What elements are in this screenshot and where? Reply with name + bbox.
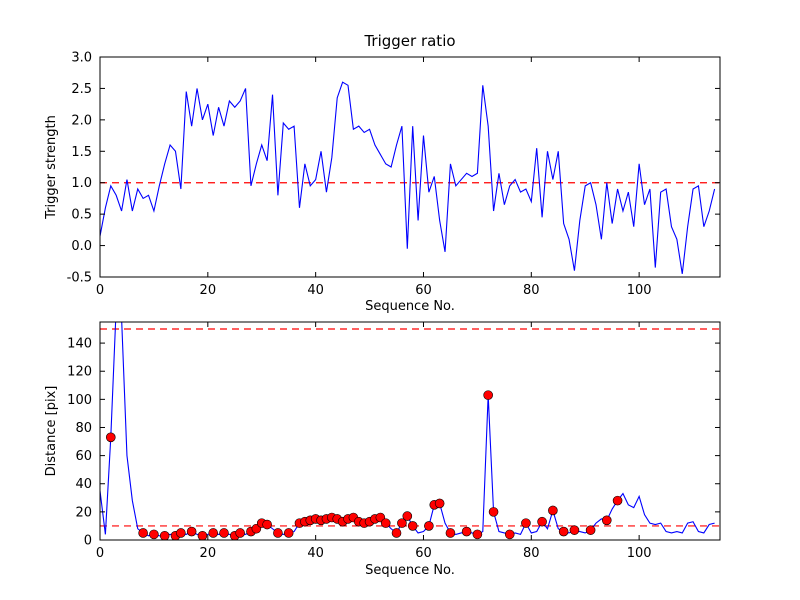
data-point-marker: [219, 528, 229, 538]
y-tick-label: 0: [84, 534, 92, 549]
y-tick-label: -0.5: [67, 271, 92, 286]
y-tick-label: 60: [75, 449, 92, 464]
data-point-marker: [461, 526, 472, 537]
data-point-marker: [504, 529, 515, 540]
data-point-marker: [402, 511, 413, 521]
data-point-marker: [585, 525, 596, 535]
y-tick-label: 2.5: [71, 82, 92, 97]
data-point-marker: [434, 498, 445, 509]
trigger-strength-line: [100, 81, 716, 274]
x-tick-label: 40: [307, 546, 324, 561]
x-tick-label: 40: [307, 283, 324, 298]
data-point-marker: [548, 505, 558, 516]
y-tick-label: 2.0: [71, 113, 92, 128]
x-tick-label: 100: [627, 546, 652, 561]
bottom-plot: 0 20 40 60 80 100 0 20 40 60 80 100 120 140: [67, 321, 721, 561]
data-point-marker: [472, 529, 483, 540]
data-point-marker: [537, 516, 547, 527]
data-point-marker: [149, 529, 159, 540]
data-point-marker: [283, 528, 294, 538]
x-tick-label: 60: [415, 283, 432, 298]
y-tick-label: 0.0: [71, 239, 92, 254]
data-point-marker: [159, 530, 170, 540]
data-point-marker: [186, 526, 197, 537]
data-point-marker: [397, 518, 407, 528]
data-point-marker: [197, 530, 208, 540]
y-tick-label: 1.0: [71, 176, 92, 191]
data-point-marker: [380, 518, 391, 528]
y-tick-label: 0.5: [71, 208, 92, 223]
data-point-marker: [569, 525, 580, 535]
data-point-marker: [488, 507, 499, 517]
data-point-marker: [558, 526, 569, 537]
data-point-marker: [176, 528, 186, 538]
data-point-marker: [138, 528, 148, 538]
y-tick-label: 1.5: [71, 145, 92, 160]
data-point-marker: [601, 515, 612, 526]
y-tick-label: 100: [67, 393, 92, 408]
data-point-marker: [235, 528, 245, 538]
bottom-plot-xlabel: Sequence No.: [365, 563, 455, 578]
data-point-marker: [424, 521, 434, 531]
data-point-marker: [262, 519, 272, 530]
y-tick-label: 3.0: [71, 51, 92, 66]
y-tick-label: 140: [67, 337, 92, 352]
data-point-marker: [105, 432, 116, 443]
x-tick-label: 0: [96, 283, 104, 298]
y-tick-label: 40: [75, 477, 92, 492]
x-tick-label: 20: [200, 546, 217, 561]
x-tick-label: 0: [96, 546, 104, 561]
data-point-marker: [612, 495, 623, 506]
bottom-plot-ylabel: Distance [pix]: [44, 386, 59, 477]
top-plot-ylabel: Trigger strength: [44, 115, 59, 220]
top-plot: 0 20 40 60 80 100 -0.5 0.0 0.5 1.0 1.5 2.0 2.5 3.0: [67, 51, 721, 298]
x-tick-label: 80: [523, 283, 540, 298]
x-tick-label: 80: [523, 546, 540, 561]
y-tick-label: 80: [75, 421, 92, 436]
data-point-marker: [208, 528, 219, 538]
axes-frame: [99, 56, 721, 278]
data-point-marker: [273, 528, 283, 538]
x-tick-label: 100: [627, 283, 652, 298]
x-tick-label: 20: [200, 283, 217, 298]
x-tick-label: 60: [415, 546, 432, 561]
y-tick-label: 120: [67, 365, 92, 380]
top-plot-xlabel: Sequence No.: [365, 299, 455, 314]
y-tick-label: 20: [75, 505, 92, 520]
data-point-marker: [445, 528, 456, 538]
axes-frame: [99, 321, 721, 541]
data-point-marker: [391, 528, 402, 538]
top-plot-title: Trigger ratio: [363, 32, 455, 50]
data-point-marker: [521, 518, 531, 528]
data-point-marker: [407, 521, 418, 531]
data-point-marker: [483, 390, 493, 400]
